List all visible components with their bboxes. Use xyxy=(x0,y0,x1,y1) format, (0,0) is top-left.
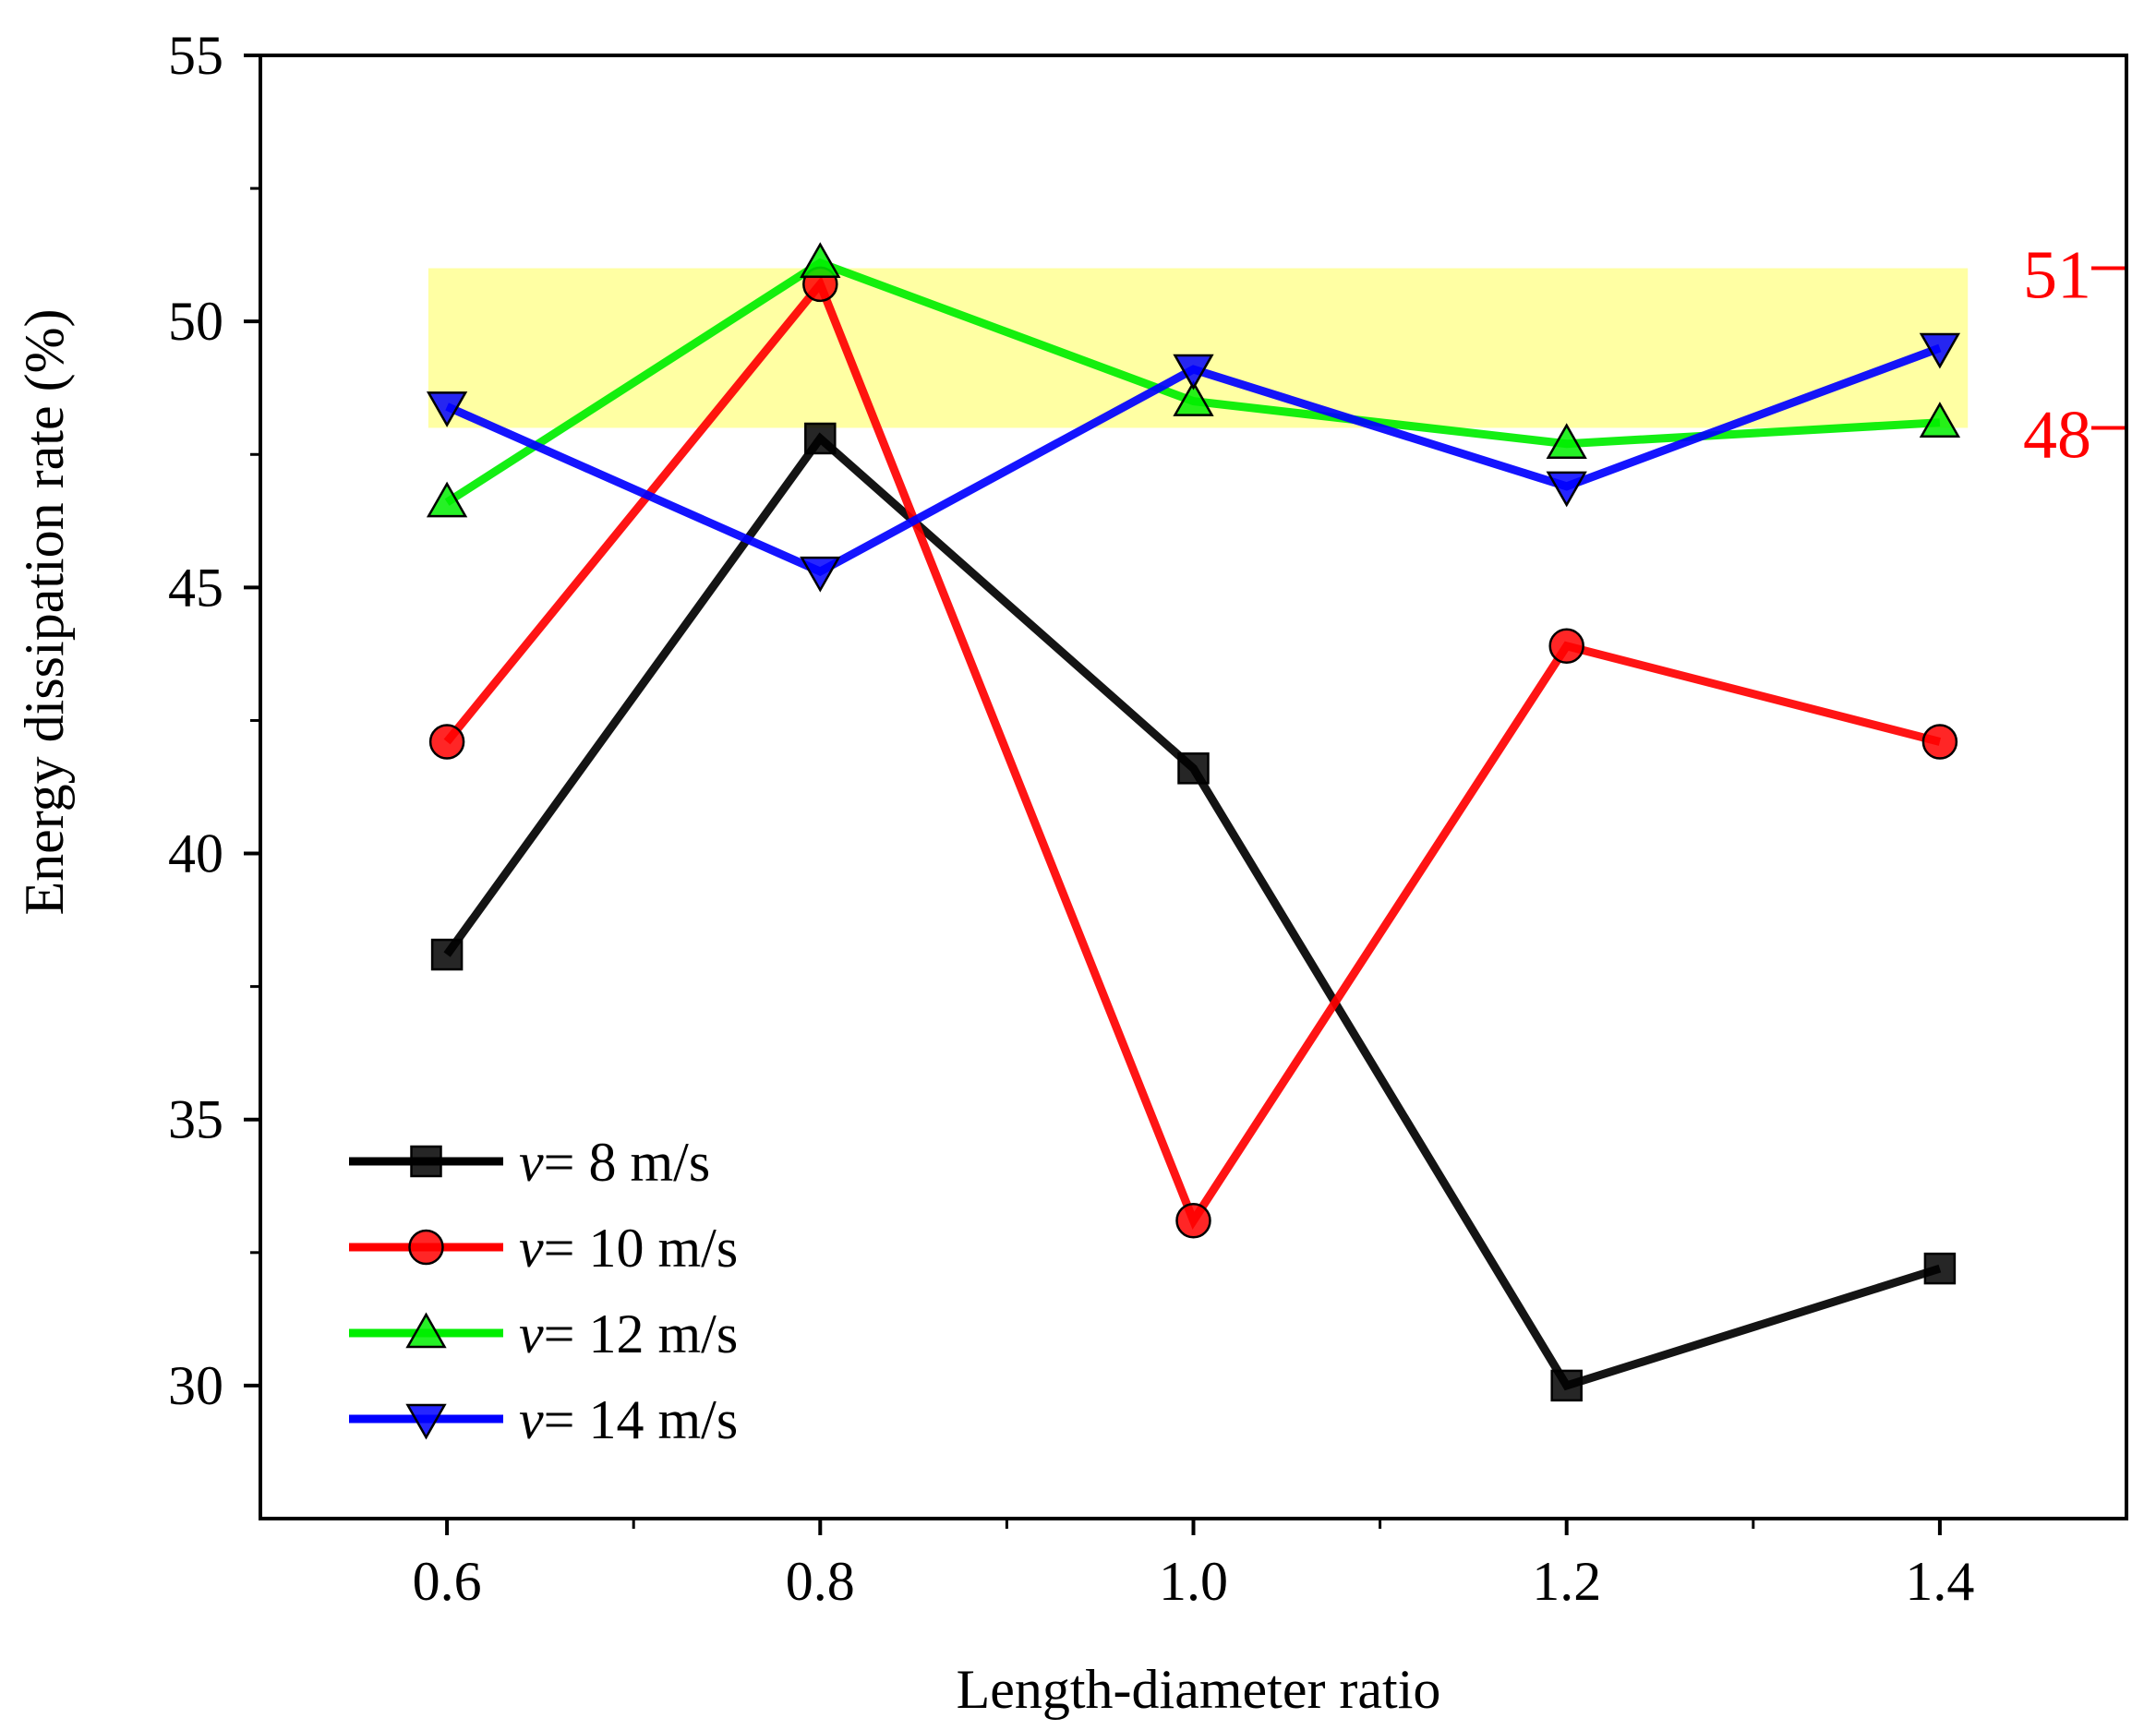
legend-label-var-1: v xyxy=(519,1218,544,1279)
reference-labels-layer: 51 48 xyxy=(2023,238,2125,473)
legend-label-1: v= 10 m/s xyxy=(519,1218,738,1279)
series-markers-layer xyxy=(426,242,1961,1402)
y-tick-label-4: 50 xyxy=(168,291,223,352)
x-axis-title: Length-diameter ratio xyxy=(957,1659,1441,1720)
series-1-point-2 xyxy=(1175,1202,1211,1239)
legend-label-var-2: v xyxy=(519,1304,544,1364)
series-2-point-3 xyxy=(1546,423,1587,459)
legend-label-var-0: v xyxy=(519,1132,544,1193)
legend-label-2: v= 12 m/s xyxy=(519,1304,738,1364)
x-tick-label-3: 1.2 xyxy=(1532,1551,1601,1612)
legend-label-rest-0: = 8 m/s xyxy=(544,1132,711,1193)
legend-label-3: v= 14 m/s xyxy=(519,1389,738,1450)
y-tick-label-0: 30 xyxy=(168,1355,223,1416)
legend-marker-3 xyxy=(405,1403,447,1440)
series-1-point-4 xyxy=(1921,724,1958,760)
series-2-point-2 xyxy=(1173,380,1214,416)
series-2-point-1 xyxy=(800,242,841,279)
legend-marker-0 xyxy=(410,1145,442,1178)
x-tick-label-2: 1.0 xyxy=(1159,1551,1228,1612)
axes-layer: 0.6 0.8 1.0 1.2 1.4 30 35 40 45 50 55 xyxy=(168,25,2128,1612)
series-3-point-1 xyxy=(800,556,841,593)
x-tick-label-0: 0.6 xyxy=(413,1551,482,1612)
legend: v= 8 m/sv= 10 m/sv= 12 m/sv= 14 m/s xyxy=(349,1132,738,1450)
series-0-point-1 xyxy=(804,422,837,455)
series-0-point-3 xyxy=(1550,1369,1583,1402)
y-tick-label-1: 35 xyxy=(168,1089,223,1150)
x-tick-label-1: 0.8 xyxy=(786,1551,855,1612)
series-2-point-0 xyxy=(426,481,468,518)
series-0-point-2 xyxy=(1177,752,1210,785)
reference-label-0: 51 xyxy=(2023,238,2091,314)
y-axis-title: Energy dissipation rate (%) xyxy=(14,308,75,915)
series-3-point-3 xyxy=(1546,471,1587,508)
series-2-point-4 xyxy=(1919,402,1961,438)
series-1-point-0 xyxy=(428,724,465,760)
legend-label-rest-2: = 12 m/s xyxy=(544,1304,739,1364)
series-0-point-0 xyxy=(430,938,464,971)
y-tick-label-2: 40 xyxy=(168,823,223,884)
y-tick-label-5: 55 xyxy=(168,25,223,86)
reference-label-1: 48 xyxy=(2023,397,2091,473)
y-tick-label-3: 45 xyxy=(168,557,223,618)
legend-label-rest-3: = 14 m/s xyxy=(544,1389,739,1450)
series-0-point-4 xyxy=(1923,1252,1957,1285)
legend-marker-1 xyxy=(408,1229,444,1266)
legend-label-rest-1: = 10 m/s xyxy=(544,1218,739,1279)
series-3-point-0 xyxy=(426,391,468,427)
legend-marker-2 xyxy=(405,1312,447,1349)
x-tick-label-4: 1.4 xyxy=(1905,1551,1974,1612)
legend-label-var-3: v xyxy=(519,1389,544,1450)
series-3-point-2 xyxy=(1173,354,1214,390)
series-3-point-4 xyxy=(1919,332,1961,369)
series-1-point-3 xyxy=(1548,628,1584,665)
legend-label-0: v= 8 m/s xyxy=(519,1132,710,1193)
